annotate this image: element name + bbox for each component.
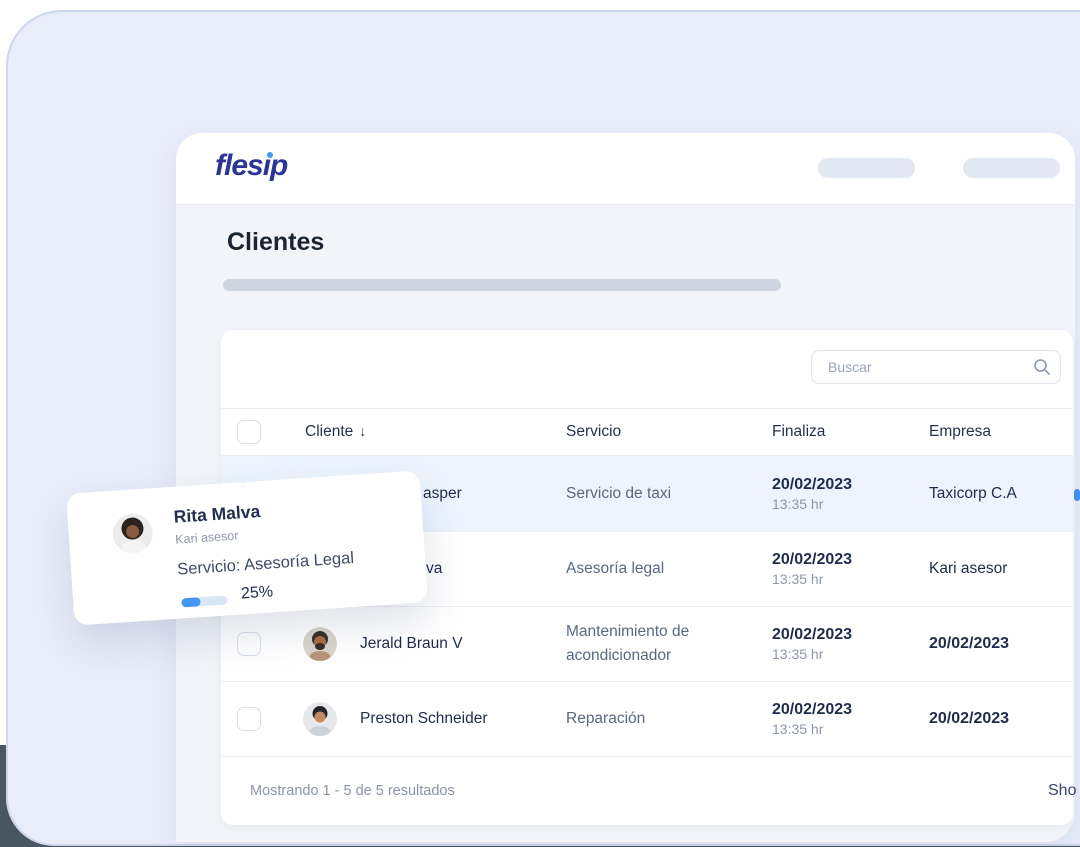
select-all-checkbox[interactable] — [237, 420, 261, 444]
column-header-empresa[interactable]: Empresa — [929, 423, 992, 440]
column-header-servicio[interactable]: Servicio — [566, 423, 622, 440]
tooltip-service-label: Servicio: Asesoría Legal — [176, 548, 355, 579]
service-cell: Servicio de taxi — [566, 484, 672, 502]
service-cell: Mantenimiento de acondicionador — [566, 622, 690, 664]
client-tooltip-card: Rita Malva Kari asesor Servicio: Asesorí… — [66, 470, 428, 626]
progress-bar-fill — [181, 597, 201, 608]
company-cell: 20/02/2023 — [929, 635, 1010, 652]
subtitle-skeleton-bar — [223, 279, 781, 291]
nav-placeholder-pill-1 — [818, 158, 915, 178]
finaliza-date: 20/02/2023 — [772, 475, 853, 493]
app-header: flesı p — [176, 133, 1075, 205]
finaliza-date: 20/02/2023 — [772, 626, 853, 643]
table-header-row: Cliente ↓ Servicio Finaliza Empresa — [221, 408, 1073, 456]
service-cell: Reparación — [566, 709, 646, 727]
progress-percent-label: 25% — [240, 583, 274, 603]
company-cell: 20/02/2023 — [929, 710, 1010, 727]
finaliza-cell: 20/02/2023 13:35 hr — [772, 476, 852, 512]
finaliza-date: 20/02/2023 — [772, 701, 853, 718]
tooltip-client-name: Rita Malva — [173, 501, 261, 527]
company-cell: Taxicorp C.A — [929, 484, 1017, 502]
column-header-cliente-label: Cliente — [305, 423, 354, 440]
finaliza-time: 13:35 hr — [772, 571, 824, 587]
logo-letter-i: ı — [263, 149, 273, 182]
finaliza-date: 20/02/2023 — [772, 551, 853, 568]
client-name: Preston Schneider — [360, 710, 488, 727]
column-header-cliente[interactable]: Cliente ↓ — [305, 423, 366, 441]
avatar — [112, 512, 155, 555]
finaliza-time: 13:35 hr — [772, 495, 824, 512]
finaliza-time: 13:35 hr — [772, 646, 824, 662]
logo-part-2: p — [270, 149, 288, 182]
client-name: Jerald Braun V — [360, 635, 463, 652]
page-title: Clientes — [227, 228, 325, 256]
footer-right-cut-text: Sho — [1048, 782, 1077, 799]
avatar — [303, 627, 337, 661]
nav-placeholder-pill-2 — [963, 158, 1060, 178]
client-name: asper — [423, 484, 462, 502]
table-footer: Mostrando 1 - 5 de 5 resultados Sho — [221, 756, 1077, 825]
row-checkbox[interactable] — [237, 707, 261, 731]
sort-descending-icon[interactable]: ↓ — [359, 423, 367, 439]
search-icon — [1034, 359, 1051, 376]
finaliza-cell: 20/02/2023 13:35 hr — [772, 626, 852, 662]
avatar — [303, 702, 337, 736]
logo-part-1: fles — [215, 149, 264, 182]
finaliza-cell: 20/02/2023 13:35 hr — [772, 701, 852, 737]
tooltip-client-subtitle: Kari asesor — [174, 528, 239, 547]
service-cell: Asesoría legal — [566, 559, 665, 577]
client-name: va — [426, 560, 443, 577]
flesip-logo: flesı p — [215, 149, 288, 183]
logo-dot — [266, 152, 273, 158]
column-header-finaliza[interactable]: Finaliza — [772, 423, 826, 440]
search-input[interactable] — [811, 350, 1061, 384]
row-checkbox[interactable] — [237, 632, 261, 656]
results-summary: Mostrando 1 - 5 de 5 resultados — [250, 783, 455, 799]
table-row[interactable]: Jerald Braun V Mantenimiento de acondici… — [221, 606, 1073, 681]
finaliza-time: 13:35 hr — [772, 721, 824, 737]
right-edge-blue-marker — [1074, 489, 1080, 501]
progress-bar — [181, 595, 228, 608]
search-box — [811, 350, 1061, 384]
table-row[interactable]: Preston Schneider Reparación 20/02/2023 … — [221, 681, 1073, 756]
finaliza-cell: 20/02/2023 13:35 hr — [772, 551, 852, 587]
company-cell: Kari asesor — [929, 560, 1008, 577]
